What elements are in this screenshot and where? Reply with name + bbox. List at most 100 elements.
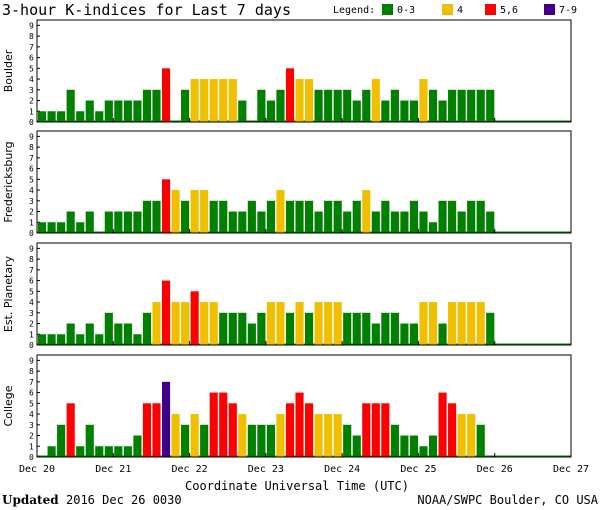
updated-value: 2016 Dec 26 0030	[66, 493, 182, 507]
bar-boulder-10	[133, 100, 142, 122]
bar-fredericksburg-10	[133, 211, 142, 233]
bar-college-4	[76, 446, 85, 457]
bar-estplanetary-0	[38, 334, 47, 345]
bar-fredericksburg-30	[324, 200, 333, 233]
bar-fredericksburg-18	[209, 200, 218, 233]
bar-fredericksburg-0	[38, 222, 47, 233]
bar-boulder-30	[324, 89, 333, 122]
bar-college-24	[266, 424, 275, 457]
bar-fredericksburg-47	[486, 211, 495, 233]
bar-estplanetary-29	[314, 302, 323, 345]
panel-frame	[36, 242, 572, 346]
bar-college-23	[257, 424, 266, 457]
bar-college-17	[200, 424, 209, 457]
bar-fredericksburg-41	[428, 222, 438, 233]
bar-college-6	[95, 446, 104, 457]
y-tick-label: 5	[29, 175, 34, 184]
y-tick-label: 1	[29, 107, 34, 116]
bar-estplanetary-9	[123, 323, 132, 345]
legend-swatch-0	[382, 4, 393, 15]
bar-fredericksburg-20	[228, 211, 237, 233]
bar-college-45	[467, 414, 476, 457]
bar-boulder-11	[142, 89, 152, 122]
bar-boulder-27	[295, 79, 304, 122]
bar-fredericksburg-13	[161, 179, 171, 233]
bar-estplanetary-27	[295, 302, 304, 345]
bar-college-11	[142, 403, 152, 457]
y-tick-label: 0	[29, 118, 34, 127]
legend: Legend: 0-3 4 5,6 7-9	[333, 4, 577, 16]
bar-fredericksburg-29	[314, 211, 323, 233]
bar-estplanetary-22	[247, 323, 256, 345]
bar-college-37	[390, 424, 399, 457]
bar-estplanetary-25	[276, 302, 285, 345]
bar-fredericksburg-23	[257, 211, 266, 233]
bar-boulder-43	[448, 89, 457, 122]
y-tick-label: 9	[29, 132, 34, 141]
bar-college-14	[171, 414, 180, 457]
bar-college-15	[181, 424, 190, 457]
bar-boulder-3	[66, 89, 75, 122]
bar-boulder-42	[438, 100, 447, 122]
y-tick-label: 4	[29, 186, 34, 195]
bar-boulder-16	[190, 79, 199, 122]
y-tick-label: 3	[29, 421, 34, 430]
y-tick-label: 0	[29, 341, 34, 350]
bar-college-18	[209, 392, 218, 457]
bar-estplanetary-30	[324, 302, 333, 345]
bar-estplanetary-16	[190, 291, 199, 345]
bar-fredericksburg-31	[333, 200, 342, 233]
panel-label: College	[2, 385, 15, 426]
bar-fredericksburg-3	[66, 211, 75, 233]
bar-boulder-15	[181, 89, 190, 122]
bar-estplanetary-35	[371, 323, 380, 345]
x-tick-label: Dec 25	[400, 464, 436, 475]
bar-college-40	[419, 446, 428, 457]
y-tick-label: 3	[29, 197, 34, 206]
panel-label: Boulder	[2, 49, 15, 92]
bar-college-30	[324, 414, 333, 457]
bar-estplanetary-20	[228, 312, 237, 345]
y-tick-label: 2	[29, 208, 34, 217]
bar-boulder-25	[276, 89, 285, 122]
bar-boulder-44	[457, 89, 466, 122]
bar-college-46	[476, 424, 485, 457]
legend-entry-1: 4	[457, 5, 463, 16]
bar-fredericksburg-40	[419, 211, 428, 233]
y-tick-label: 2	[29, 320, 34, 329]
y-tick-label: 2	[29, 97, 34, 106]
bar-estplanetary-39	[409, 323, 419, 345]
legend-swatch-1	[442, 4, 453, 15]
y-tick-label: 5	[29, 287, 34, 296]
y-tick-label: 3	[29, 309, 34, 318]
bar-college-10	[133, 435, 142, 457]
bar-fredericksburg-17	[200, 190, 209, 233]
y-tick-label: 7	[29, 378, 34, 387]
bar-boulder-2	[57, 111, 66, 122]
bar-estplanetary-17	[200, 302, 209, 345]
y-tick-label: 1	[29, 442, 34, 451]
y-tick-label: 6	[29, 54, 34, 63]
bar-estplanetary-33	[352, 312, 361, 345]
bar-fredericksburg-37	[390, 211, 399, 233]
bar-boulder-38	[400, 100, 409, 122]
bar-estplanetary-2	[57, 334, 66, 345]
bar-college-29	[314, 414, 323, 457]
bar-college-19	[219, 392, 228, 457]
y-tick-label: 3	[29, 86, 34, 95]
bar-estplanetary-32	[343, 312, 352, 345]
bar-estplanetary-37	[390, 312, 399, 345]
bar-estplanetary-36	[381, 312, 390, 345]
bar-estplanetary-44	[457, 302, 466, 345]
bar-college-36	[381, 403, 390, 457]
bar-boulder-19	[219, 79, 228, 122]
bar-fredericksburg-39	[409, 200, 419, 233]
bar-college-5	[85, 424, 94, 457]
bar-estplanetary-41	[428, 302, 438, 345]
bar-college-16	[190, 414, 199, 457]
bar-fredericksburg-27	[295, 200, 304, 233]
source-credit: NOAA/SWPC Boulder, CO USA	[417, 493, 598, 507]
bar-estplanetary-5	[85, 323, 94, 345]
bar-estplanetary-46	[476, 302, 485, 345]
